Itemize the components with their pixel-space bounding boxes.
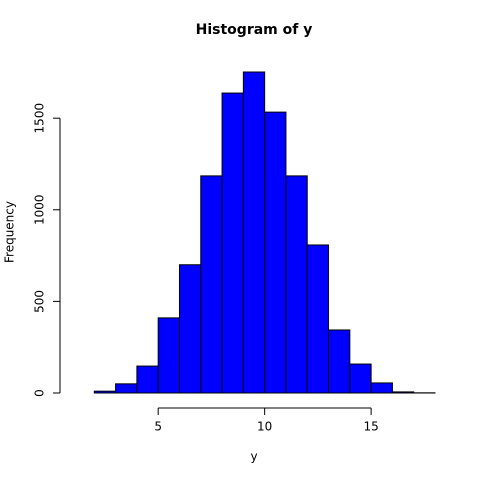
y-tick-label: 500 bbox=[33, 290, 47, 313]
bar bbox=[328, 329, 351, 394]
chart-title: Histogram of y bbox=[196, 22, 313, 38]
x-tick-label: 10 bbox=[257, 420, 272, 434]
bar bbox=[242, 71, 266, 394]
bar bbox=[200, 175, 223, 394]
y-tick-label: 1500 bbox=[33, 103, 47, 134]
bar bbox=[93, 390, 117, 394]
bar bbox=[221, 92, 244, 394]
x-tick-label: 15 bbox=[363, 420, 378, 434]
x-axis-label: y bbox=[250, 450, 257, 464]
x-tick-label: 5 bbox=[154, 420, 162, 434]
bar bbox=[115, 383, 138, 394]
bar bbox=[391, 391, 415, 394]
y-tick-label: 0 bbox=[33, 389, 47, 397]
y-axis-label: Frequency bbox=[3, 201, 17, 263]
bar bbox=[285, 175, 308, 394]
bar bbox=[306, 244, 330, 394]
bar bbox=[264, 111, 287, 394]
bar bbox=[349, 363, 372, 394]
bar bbox=[157, 317, 180, 394]
bar bbox=[370, 382, 393, 394]
bar bbox=[178, 264, 202, 394]
bar bbox=[136, 365, 159, 394]
y-tick-label: 1000 bbox=[33, 195, 47, 226]
